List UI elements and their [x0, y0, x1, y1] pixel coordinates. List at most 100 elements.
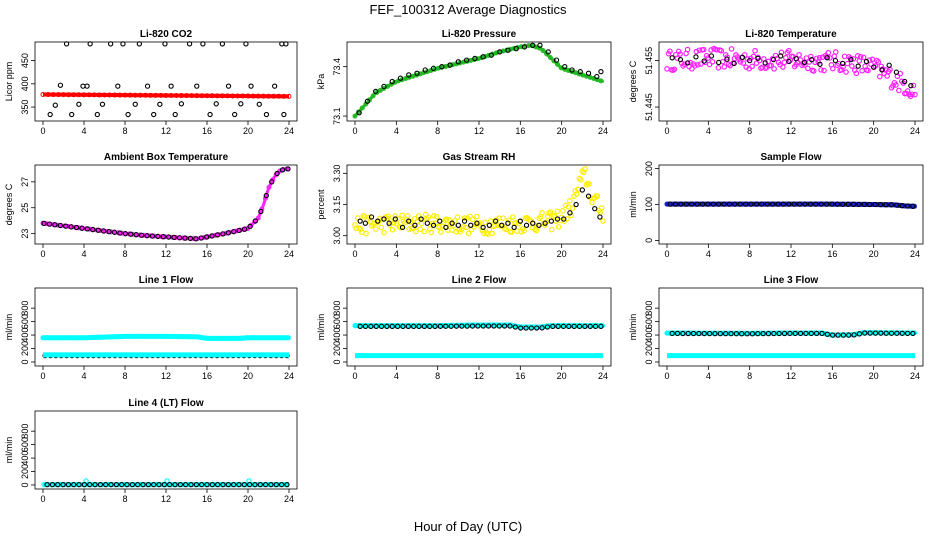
series-temperature	[40, 166, 290, 242]
data-point	[829, 201, 835, 207]
y-tick-label: 25	[20, 203, 30, 213]
y-axis-label: ml/min	[4, 314, 14, 341]
data-point	[66, 92, 72, 98]
data-point	[469, 216, 476, 223]
x-tick-label: 0	[40, 494, 45, 504]
panel-2: Li-820 Pressure kPa 0 4 8 12 16 20 24 73.1 73.4	[316, 29, 612, 136]
data-point	[600, 218, 606, 224]
data-point	[101, 228, 107, 234]
data-point	[819, 330, 825, 337]
data-point	[740, 60, 747, 66]
y-tick-label: 200	[20, 341, 30, 356]
data-point	[690, 330, 697, 337]
data-point	[835, 332, 841, 338]
x-tick-label: 4	[81, 371, 86, 381]
data-point	[356, 110, 362, 116]
x-tick-label: 12	[161, 249, 171, 259]
data-point	[283, 41, 289, 47]
data-point	[461, 218, 468, 224]
data-point	[899, 330, 905, 336]
data-point	[65, 481, 72, 488]
y-tick-label: 0	[644, 238, 654, 243]
data-point	[849, 63, 855, 69]
data-point	[521, 227, 527, 234]
data-point	[52, 102, 58, 108]
data-point	[685, 60, 691, 66]
data-point	[370, 93, 376, 99]
data-point	[834, 201, 841, 207]
data-point	[737, 201, 743, 207]
plot-frame	[346, 41, 612, 122]
data-point	[749, 331, 756, 337]
data-point	[843, 69, 849, 75]
data-point	[240, 93, 246, 99]
data-point	[161, 481, 168, 488]
data-point	[158, 92, 164, 98]
data-point	[467, 213, 473, 220]
data-point	[701, 330, 707, 337]
y-tick-label: 73.4	[332, 58, 342, 76]
data-point	[576, 323, 583, 329]
data-point	[787, 330, 793, 337]
data-point	[803, 330, 809, 337]
data-point	[780, 201, 787, 207]
data-point	[49, 481, 56, 488]
data-point	[448, 323, 454, 329]
y-tick-label: 27	[20, 177, 30, 187]
data-point	[510, 214, 516, 220]
data-point	[84, 226, 91, 232]
data-point	[803, 55, 810, 61]
data-point	[384, 323, 390, 329]
series-points	[357, 187, 603, 231]
data-point	[783, 54, 789, 61]
panel-10: Line 4 (LT) Flow ml/min 0 4 8 12 16 20 24 0 200400…	[4, 398, 298, 504]
data-point	[378, 224, 385, 231]
data-point	[135, 481, 141, 488]
data-point	[171, 234, 177, 241]
data-point	[151, 481, 157, 488]
data-point	[286, 93, 292, 99]
data-point	[193, 481, 199, 488]
data-point	[731, 60, 737, 67]
data-point	[95, 227, 101, 233]
data-point	[50, 92, 56, 98]
data-point	[486, 222, 492, 228]
x-tick-label: 4	[81, 494, 86, 504]
data-point	[824, 331, 830, 337]
x-tick-label: 20	[557, 126, 567, 136]
data-point	[805, 65, 811, 72]
data-point	[512, 324, 518, 330]
x-tick-label: 20	[243, 126, 253, 136]
y-tick-label: 600	[20, 314, 30, 329]
data-point	[163, 92, 169, 98]
data-point	[63, 223, 69, 229]
data-point	[487, 218, 494, 224]
data-point	[129, 481, 136, 488]
x-tick-label: 16	[515, 126, 525, 136]
data-point	[258, 208, 264, 215]
data-point	[243, 41, 249, 47]
data-point	[57, 222, 63, 229]
data-point	[113, 481, 120, 488]
x-tick-label: 0	[352, 126, 357, 136]
data-point	[796, 201, 803, 207]
data-point	[418, 216, 424, 222]
y-tick-label: 51.455	[644, 47, 654, 75]
data-point	[149, 233, 156, 239]
data-point	[399, 224, 406, 231]
data-point	[188, 481, 194, 488]
x-tick-label: 24	[910, 371, 920, 381]
data-point	[108, 41, 114, 47]
panel-1: Li-820 CO2 Licor ppm 0 4 8 12 16 20 24 350 400 450	[4, 29, 298, 136]
data-point	[173, 93, 179, 99]
data-point	[739, 331, 745, 337]
data-point	[692, 63, 698, 69]
data-point	[537, 42, 543, 48]
data-point	[281, 111, 287, 118]
panel-4: Ambient Box Temperature degrees C 0 4 8 12 16 2…	[4, 152, 298, 259]
data-point	[132, 101, 138, 107]
data-point	[888, 330, 895, 336]
series-red-band	[40, 92, 292, 99]
data-point	[664, 66, 670, 72]
